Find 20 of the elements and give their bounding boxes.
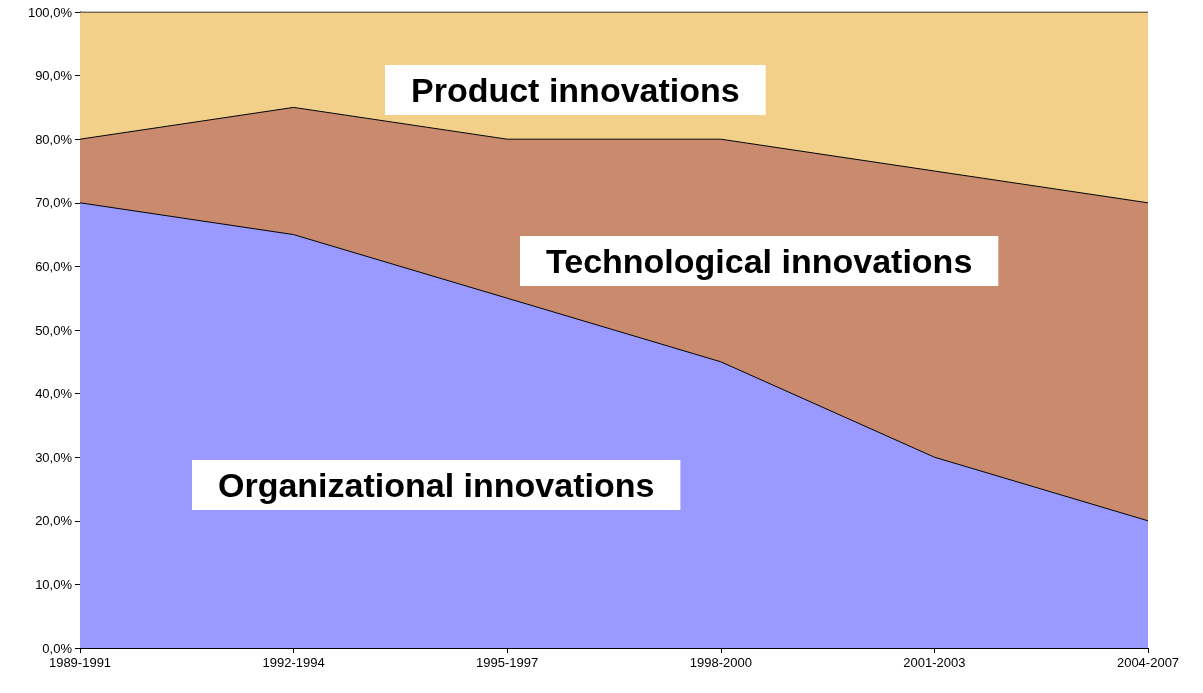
y-tick-label: 100,0% — [27, 4, 73, 20]
y-tick-label: 10,0% — [35, 576, 73, 592]
series-label: Product innovations — [411, 71, 740, 109]
x-tick-label: 1992-1994 — [262, 655, 325, 670]
y-tick-label: 60,0% — [35, 258, 73, 274]
y-tick-label: 80,0% — [35, 131, 73, 147]
y-tick-label: 0,0% — [42, 640, 73, 656]
y-tick-label: 70,0% — [35, 195, 73, 211]
y-tick-label: 30,0% — [35, 449, 73, 465]
x-tick-label: 2001-2003 — [903, 655, 966, 670]
y-tick-label: 50,0% — [35, 322, 73, 338]
x-tick-label: 1989-1991 — [48, 655, 112, 670]
y-tick-label: 90,0% — [35, 68, 73, 84]
x-tick-label: 1998-2000 — [689, 655, 752, 670]
y-tick-label: 40,0% — [35, 386, 73, 402]
series-label: Organizational innovations — [218, 466, 655, 504]
y-tick-label: 20,0% — [35, 513, 73, 529]
x-tick-label: 2004-2007 — [1116, 655, 1180, 670]
series-label: Technological innovations — [546, 242, 973, 280]
x-tick-label: 1995-1997 — [476, 655, 539, 670]
